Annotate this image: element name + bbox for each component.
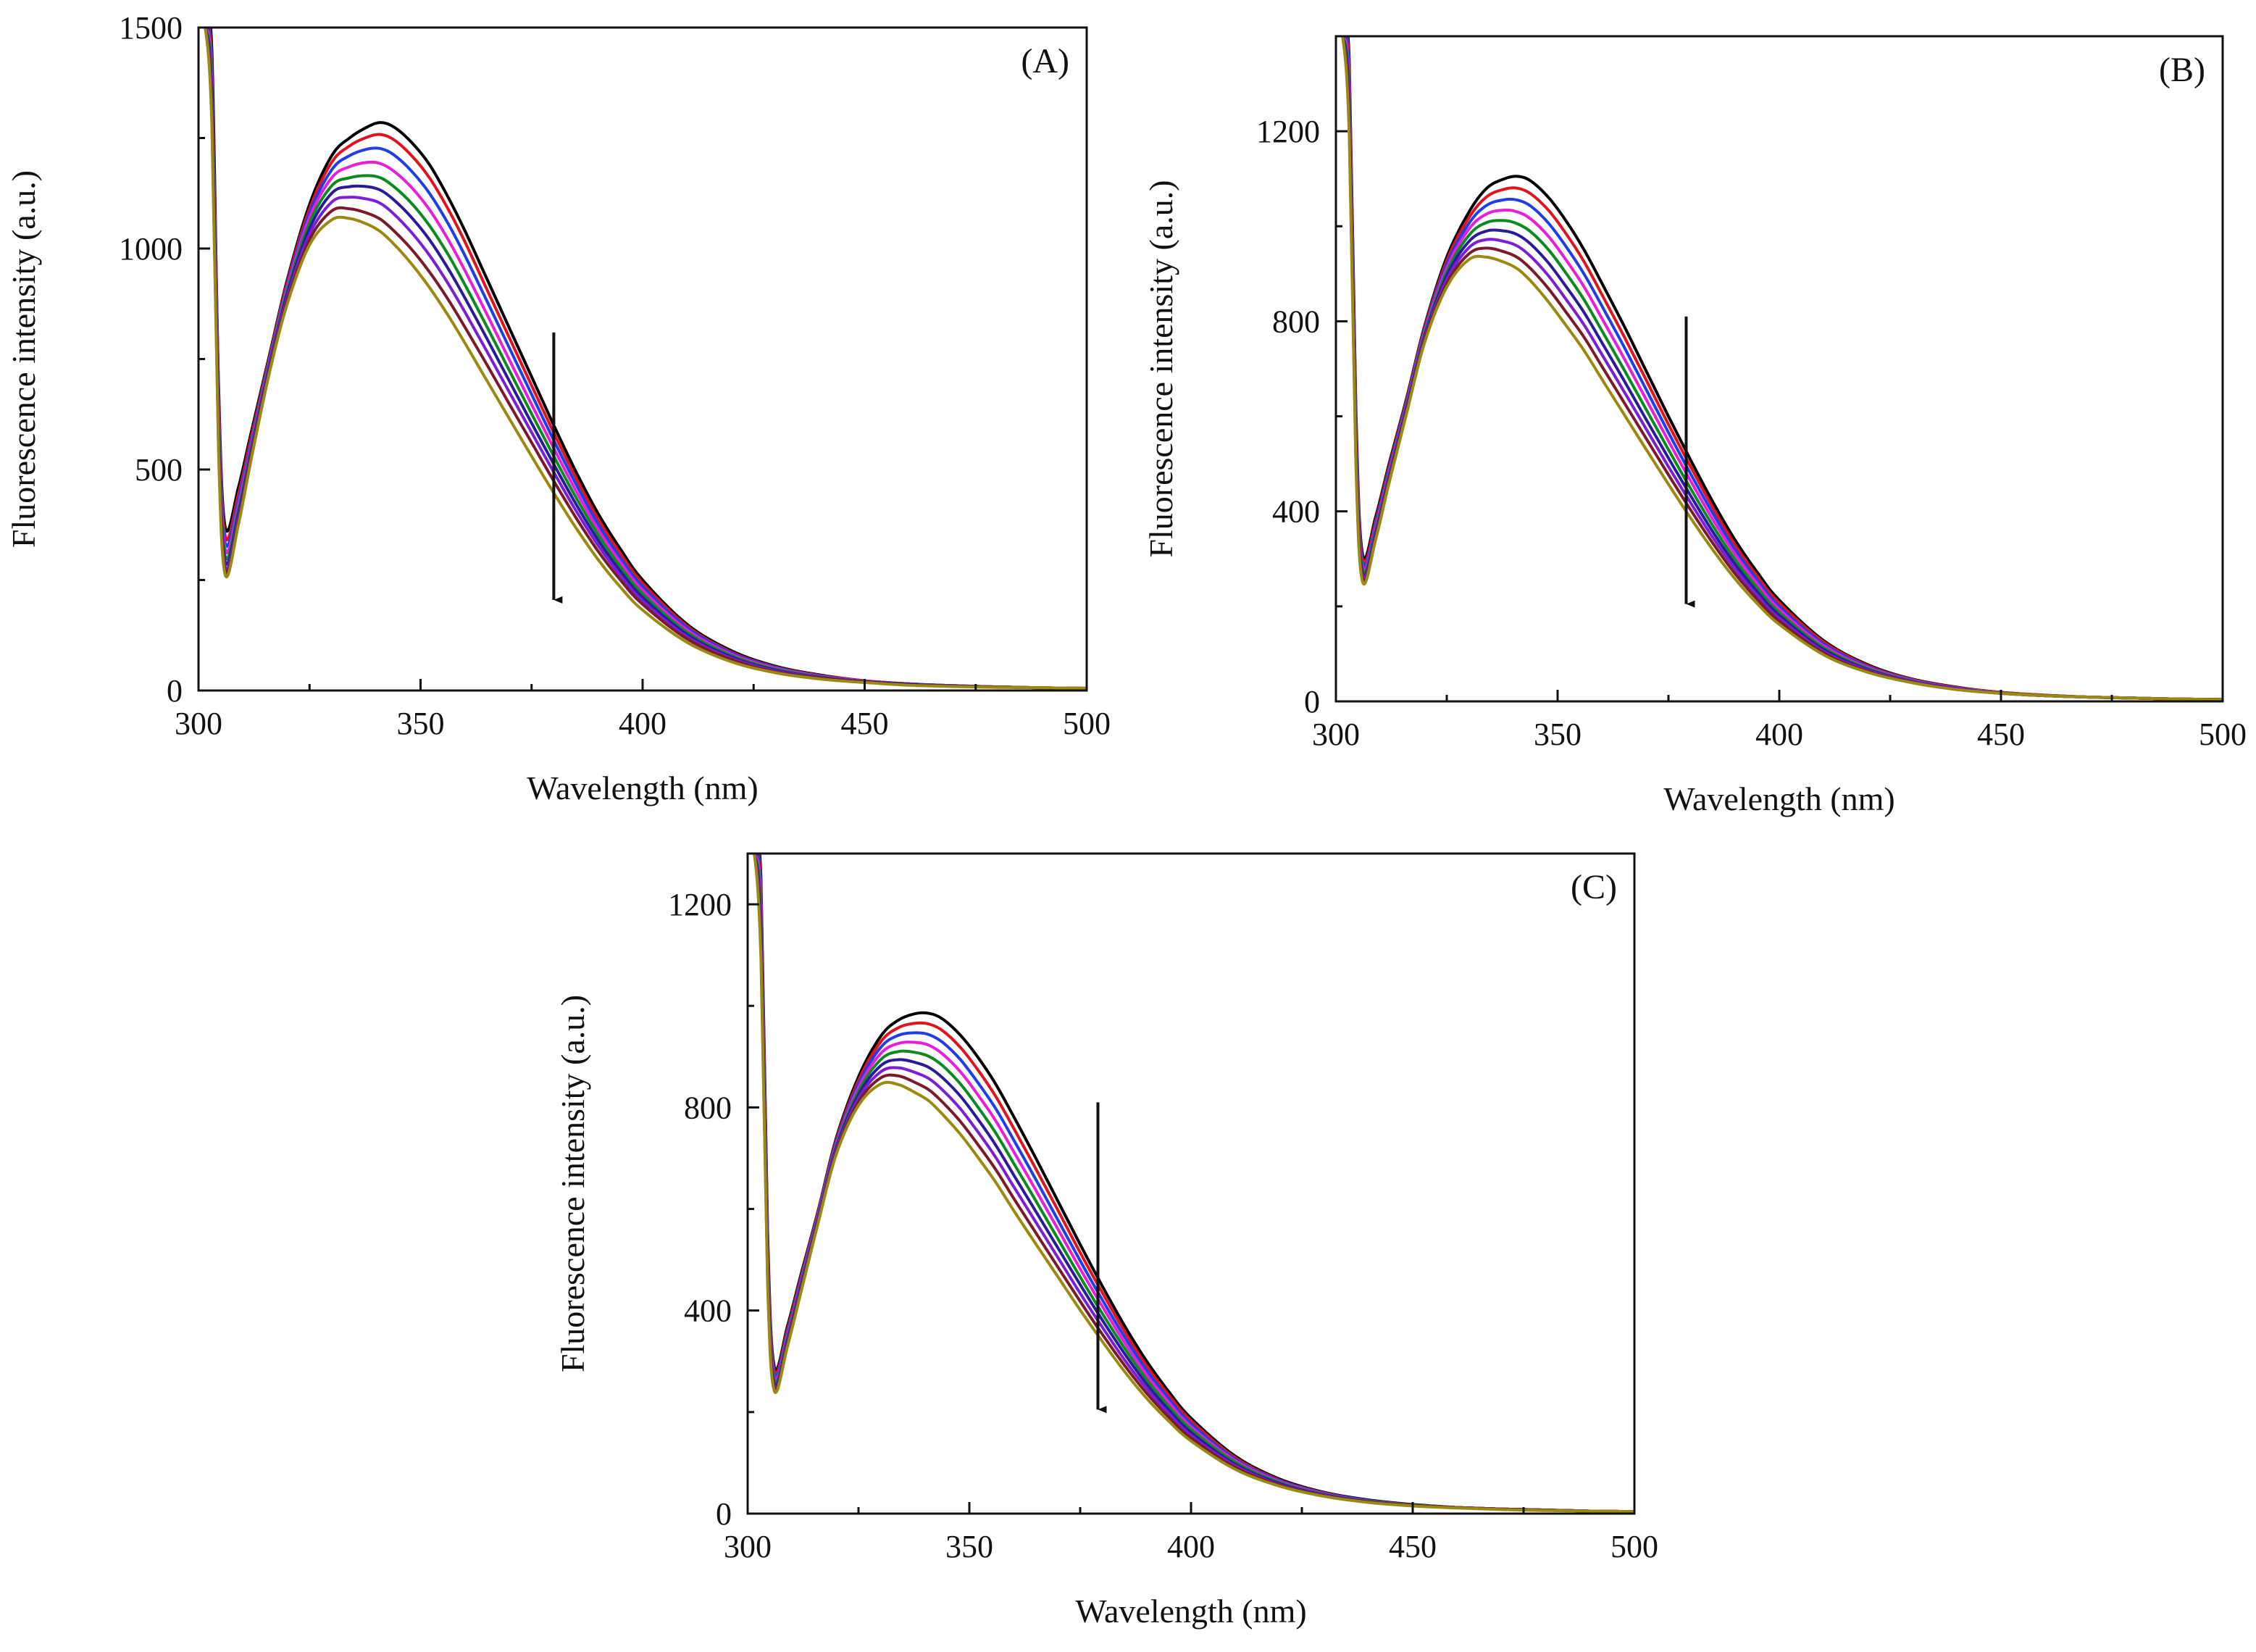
- panel-a-series-layer: [199, 28, 1087, 690]
- panel-b-x-axis-title: Wavelength (nm): [1663, 780, 1894, 817]
- panel-a-y-tick-label: 1500: [119, 10, 183, 46]
- panel-b-series-layer: [1336, 36, 2223, 701]
- panel-c-y-tick-label: 1200: [668, 887, 732, 922]
- panel-b-y-tick-label: 400: [1272, 494, 1320, 530]
- panel-b-x-tick-label: 350: [1534, 717, 1582, 752]
- panel-a-series-line-4: [199, 28, 1087, 690]
- panel-c-series-line-4: [748, 854, 1634, 1514]
- panel-b-y-tick-label: 1200: [1256, 114, 1320, 149]
- panel-c-series-line-1: [748, 854, 1634, 1514]
- panel-c-x-tick-label: 300: [724, 1529, 772, 1564]
- panel-c-series-line-2: [748, 854, 1634, 1514]
- panel-b: 300 350 400 450 500 0 400 800 1200 (B) Waveleng…: [1142, 35, 2247, 817]
- panel-a-y-tick-label: 1000: [119, 231, 183, 267]
- panel-a-y-ticks: 0 500 1000 1500: [119, 10, 210, 709]
- panel-c-series-line-8: [748, 854, 1634, 1514]
- panel-b-y-axis-title: Fluorescence intensity (a.u.): [1142, 180, 1179, 557]
- panel-b-y-tick-label: 0: [1304, 684, 1320, 719]
- panel-a-series-line-9: [199, 28, 1087, 690]
- panel-c-series-line-9: [748, 854, 1634, 1514]
- panel-c-y-axis-title: Fluorescence intensity (a.u.): [554, 995, 591, 1372]
- panel-a-x-tick-label: 350: [397, 706, 445, 741]
- panel-b-x-tick-label: 500: [2199, 717, 2247, 752]
- panel-c-x-ticks: 300 350 400 450 500: [724, 1502, 1658, 1564]
- panel-a-x-tick-label: 450: [841, 706, 889, 741]
- panel-b-x-tick-label: 300: [1312, 717, 1360, 752]
- panel-a: 300 350 400 450 500 0 500 1000 1500 (A) Wavelen…: [5, 10, 1111, 806]
- panel-c-series-line-6: [748, 854, 1634, 1514]
- panel-b-series-line-9: [1336, 36, 2223, 701]
- panel-a-y-tick-label: 500: [135, 452, 183, 488]
- panel-b-x-tick-label: 450: [1977, 717, 2025, 752]
- panel-a-x-tick-label: 300: [175, 706, 222, 741]
- panel-c-y-tick-label: 400: [684, 1293, 732, 1329]
- panel-c-label: (C): [1571, 868, 1617, 906]
- panel-a-x-axis-title: Wavelength (nm): [527, 769, 758, 806]
- panel-c-series-layer: [748, 854, 1634, 1514]
- panel-c-x-tick-label: 350: [945, 1529, 993, 1564]
- panel-b-x-ticks: 300 350 400 450 500: [1312, 690, 2247, 752]
- panel-a-x-tick-label: 400: [619, 706, 667, 741]
- panel-c: 300 350 400 450 500 0 400 800 1200 (C) Waveleng…: [554, 852, 1658, 1630]
- panel-c-series-line-5: [748, 854, 1634, 1514]
- panel-a-y-tick-label: 0: [167, 673, 183, 709]
- panel-b-y-ticks: 0 400 800 1200: [1256, 35, 1348, 719]
- panel-c-plot-frame: [746, 852, 1636, 1515]
- panel-c-x-tick-label: 450: [1389, 1529, 1437, 1564]
- panel-c-series-line-7: [748, 854, 1634, 1514]
- panel-c-x-tick-label: 500: [1610, 1529, 1658, 1564]
- panel-c-series-line-3: [748, 854, 1634, 1514]
- panel-c-y-tick-label: 0: [716, 1496, 732, 1532]
- panel-b-label: (B): [2159, 51, 2205, 89]
- panel-c-x-axis-title: Wavelength (nm): [1075, 1593, 1306, 1630]
- panel-b-series-line-1: [1336, 36, 2223, 701]
- panel-a-x-tick-label: 500: [1063, 706, 1111, 741]
- panel-c-y-ticks: 0 400 800 1200: [668, 887, 759, 1532]
- panel-b-y-tick-label: 800: [1272, 304, 1320, 339]
- panel-c-x-tick-label: 400: [1167, 1529, 1215, 1564]
- panel-b-x-tick-label: 400: [1755, 717, 1803, 752]
- panel-a-y-axis-title: Fluorescence intensity (a.u.): [5, 170, 42, 548]
- panel-c-y-tick-label: 800: [684, 1090, 732, 1125]
- panel-a-label: (A): [1021, 42, 1069, 80]
- panel-a-x-ticks: 300 350 400 450 500: [175, 679, 1111, 741]
